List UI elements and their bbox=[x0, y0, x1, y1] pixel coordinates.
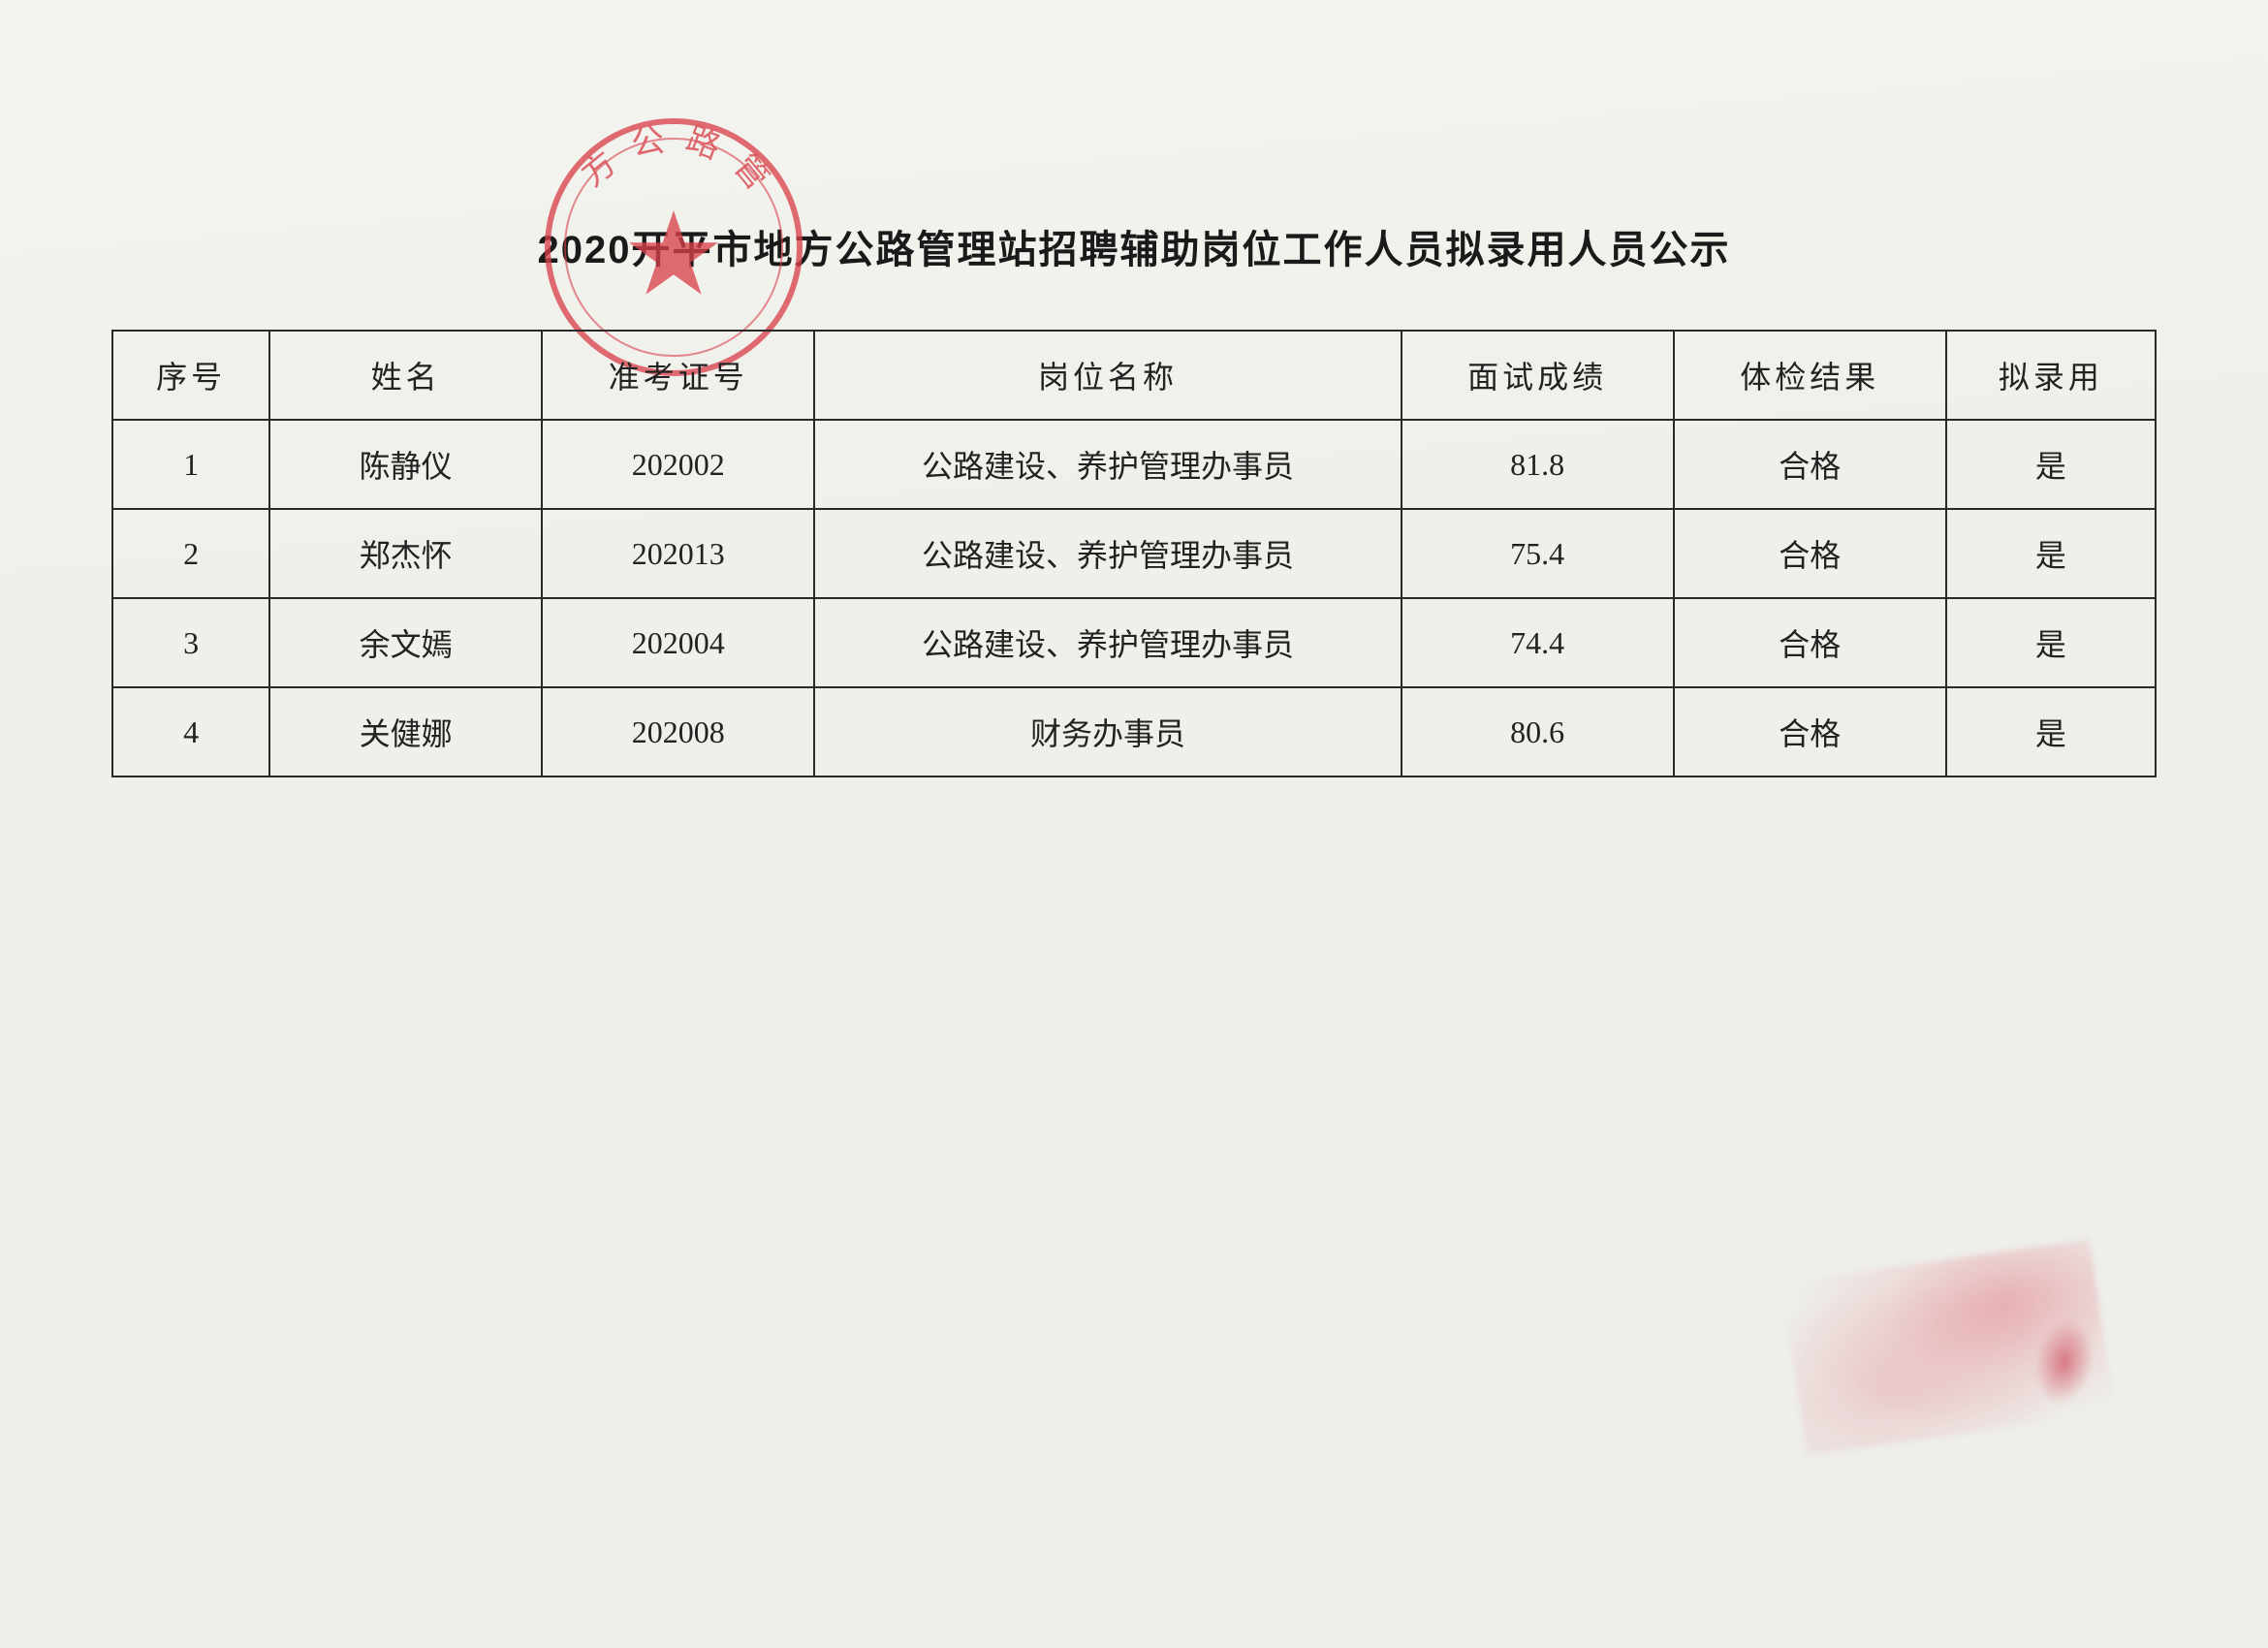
cell-position: 公路建设、养护管理办事员 bbox=[814, 598, 1401, 687]
cell-name: 关健娜 bbox=[269, 687, 542, 776]
table-row: 4 关健娜 202008 财务办事员 80.6 合格 是 bbox=[112, 687, 2156, 776]
cell-medical: 合格 bbox=[1674, 598, 1946, 687]
cell-hire: 是 bbox=[1946, 598, 2156, 687]
cell-hire: 是 bbox=[1946, 687, 2156, 776]
cell-medical: 合格 bbox=[1674, 687, 1946, 776]
table-row: 1 陈静仪 202002 公路建设、养护管理办事员 81.8 合格 是 bbox=[112, 420, 2156, 509]
cell-position: 公路建设、养护管理办事员 bbox=[814, 509, 1401, 598]
cell-medical: 合格 bbox=[1674, 509, 1946, 598]
cell-score: 75.4 bbox=[1402, 509, 1674, 598]
col-header-hire: 拟录用 bbox=[1946, 331, 2156, 420]
col-header-name: 姓名 bbox=[269, 331, 542, 420]
cell-score: 74.4 bbox=[1402, 598, 1674, 687]
col-header-position: 岗位名称 bbox=[814, 331, 1401, 420]
cell-index: 1 bbox=[112, 420, 269, 509]
col-header-ticket: 准考证号 bbox=[542, 331, 814, 420]
page-title: 2020开平市地方公路管理站招聘辅助岗位工作人员拟录用人员公示 bbox=[0, 218, 2268, 274]
table-header-row: 序号 姓名 准考证号 岗位名称 面试成绩 体检结果 拟录用 bbox=[112, 331, 2156, 420]
svg-text:方公路管: 方公路管 bbox=[575, 120, 787, 210]
cell-ticket: 202008 bbox=[542, 687, 814, 776]
cell-position: 公路建设、养护管理办事员 bbox=[814, 420, 1401, 509]
cell-hire: 是 bbox=[1946, 420, 2156, 509]
cell-name: 余文嫣 bbox=[269, 598, 542, 687]
cell-index: 2 bbox=[112, 509, 269, 598]
cell-ticket: 202004 bbox=[542, 598, 814, 687]
cell-index: 3 bbox=[112, 598, 269, 687]
cell-name: 陈静仪 bbox=[269, 420, 542, 509]
cell-ticket: 202002 bbox=[542, 420, 814, 509]
col-header-score: 面试成绩 bbox=[1402, 331, 1674, 420]
candidates-table: 序号 姓名 准考证号 岗位名称 面试成绩 体检结果 拟录用 1 陈静仪 2020… bbox=[111, 330, 2157, 777]
cell-score: 81.8 bbox=[1402, 420, 1674, 509]
table-row: 2 郑杰怀 202013 公路建设、养护管理办事员 75.4 合格 是 bbox=[112, 509, 2156, 598]
table-row: 3 余文嫣 202004 公路建设、养护管理办事员 74.4 合格 是 bbox=[112, 598, 2156, 687]
cell-position: 财务办事员 bbox=[814, 687, 1401, 776]
cell-hire: 是 bbox=[1946, 509, 2156, 598]
stamp-arc-text: 方公路管 bbox=[575, 120, 787, 210]
ink-smudge-icon bbox=[2027, 1314, 2101, 1411]
scanned-page: 2020开平市地方公路管理站招聘辅助岗位工作人员拟录用人员公示 方公路管 序号 … bbox=[0, 0, 2268, 1648]
col-header-medical: 体检结果 bbox=[1674, 331, 1946, 420]
col-header-index: 序号 bbox=[112, 331, 269, 420]
cell-name: 郑杰怀 bbox=[269, 509, 542, 598]
cell-index: 4 bbox=[112, 687, 269, 776]
cell-score: 80.6 bbox=[1402, 687, 1674, 776]
cell-medical: 合格 bbox=[1674, 420, 1946, 509]
ink-smudge-icon bbox=[1782, 1240, 2114, 1456]
cell-ticket: 202013 bbox=[542, 509, 814, 598]
